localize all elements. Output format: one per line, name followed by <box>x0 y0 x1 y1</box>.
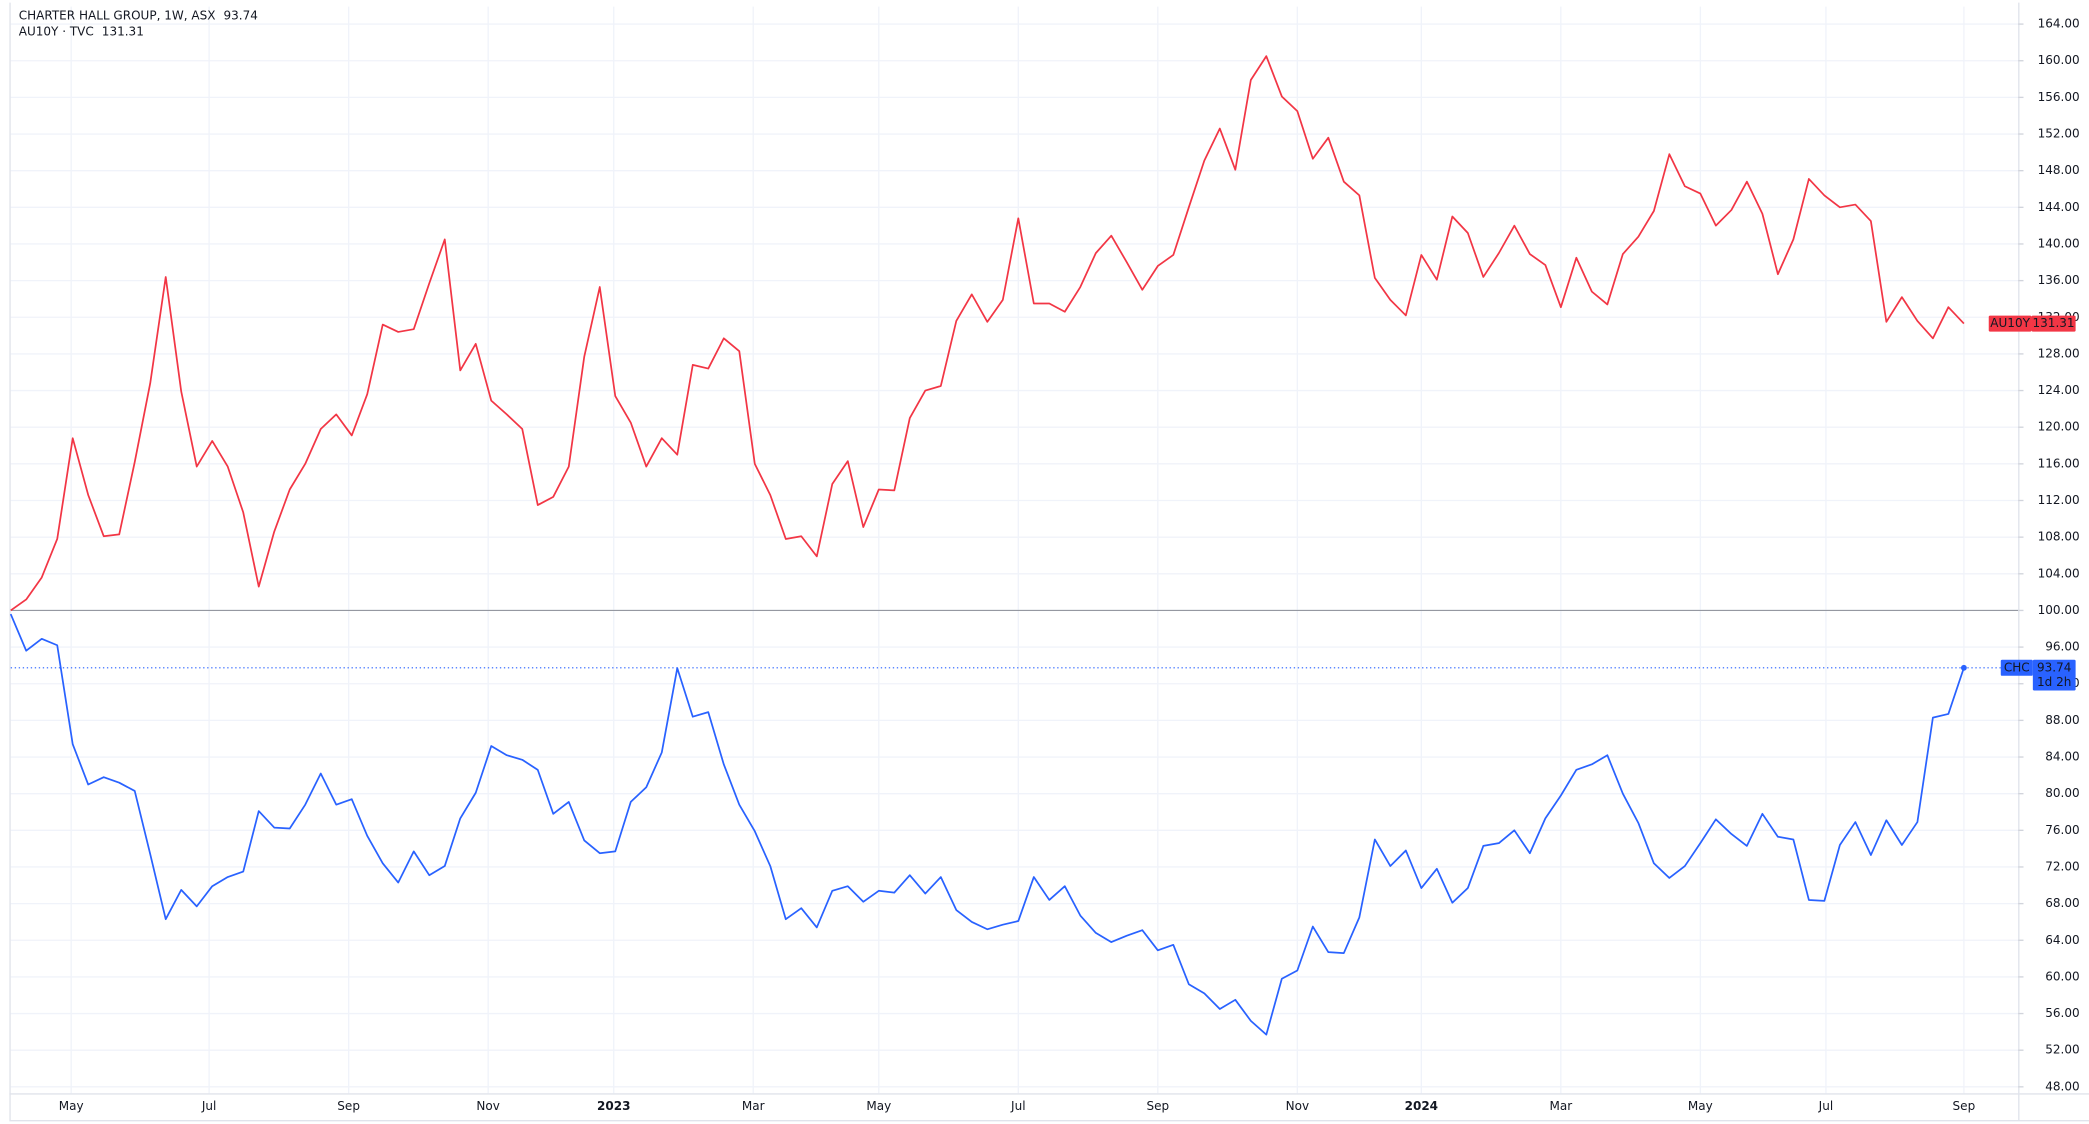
y-tick-label: 88.00 <box>2045 713 2079 727</box>
countdown: 1d 2h <box>2037 675 2071 689</box>
symbol-tag <box>2000 659 2033 676</box>
x-tick-label: Nov <box>476 1099 499 1113</box>
grid <box>10 6 2019 1094</box>
x-tick-label: Sep <box>1953 1099 1976 1113</box>
y-tick-label: 60.00 <box>2045 969 2079 983</box>
series-line <box>9 613 1965 1036</box>
price-tag <box>2032 659 2076 691</box>
legend: CHARTER HALL GROUP, 1W, ASX 93.74 AU10Y · … <box>19 9 258 39</box>
x-tick-label: Sep <box>337 1099 360 1113</box>
series-lines <box>9 55 1965 1036</box>
y-tick-label: 76.00 <box>2045 823 2079 837</box>
legend-value: 93.74 <box>223 9 257 23</box>
x-tick-label: May <box>1688 1099 1713 1113</box>
price-tag-label: 131.31 <box>2033 316 2075 330</box>
y-tick-label: 72.00 <box>2045 859 2079 873</box>
price-tag <box>2031 315 2076 332</box>
y-tick-label: 104.00 <box>2038 566 2080 580</box>
x-tick-label: Sep <box>1146 1099 1169 1113</box>
y-tick-label: 108.00 <box>2038 530 2080 544</box>
y-tick-label: 80.00 <box>2045 786 2079 800</box>
x-tick-label: Jul <box>1818 1099 1834 1113</box>
y-tick-label: 64.00 <box>2045 933 2079 947</box>
y-tick-label: 156.00 <box>2038 90 2080 104</box>
x-tick-label: 2023 <box>597 1099 630 1113</box>
y-tick-label: 148.00 <box>2038 163 2080 177</box>
y-tick-label: 120.00 <box>2038 420 2080 434</box>
y-tick-label: 96.00 <box>2045 640 2079 654</box>
legend-name[interactable]: AU10Y · TVC <box>19 25 94 39</box>
symbol-tag-label: CHC <box>2004 660 2030 674</box>
legend-name[interactable]: CHARTER HALL GROUP, 1W, ASX <box>19 9 216 23</box>
y-tick-label: 112.00 <box>2038 493 2080 507</box>
x-tick-label: Nov <box>1286 1099 1309 1113</box>
y-tick-label: 56.00 <box>2045 1006 2079 1020</box>
y-tick-label: 128.00 <box>2038 346 2080 360</box>
price-tag-label: 93.74 <box>2037 660 2071 674</box>
y-tick-label: 164.00 <box>2038 17 2080 31</box>
x-tick-label: May <box>59 1099 84 1113</box>
x-tick-label: Mar <box>742 1099 765 1113</box>
y-tick-label: 52.00 <box>2045 1043 2079 1057</box>
frame <box>9 2 2089 1122</box>
y-tick-label: 136.00 <box>2038 273 2080 287</box>
x-tick-label: Mar <box>1550 1099 1573 1113</box>
y-tick-label: 100.00 <box>2038 603 2080 617</box>
symbol-tag-label: AU10Y <box>1990 316 2030 330</box>
y-tick-label: 48.00 <box>2045 1079 2079 1093</box>
y-tick-label: 84.00 <box>2045 750 2079 764</box>
y-tick-label: 124.00 <box>2038 383 2080 397</box>
y-tick-label: 160.00 <box>2038 53 2080 67</box>
x-tick-label: May <box>866 1099 891 1113</box>
x-tick-label: Jul <box>1010 1099 1026 1113</box>
legend-value: 131.31 <box>102 25 144 39</box>
y-tick-label: 140.00 <box>2038 236 2080 250</box>
series-line <box>10 55 1965 612</box>
y-tick-label: 68.00 <box>2045 896 2079 910</box>
x-tick-label: Jul <box>201 1099 217 1113</box>
x-tick-label: 2024 <box>1405 1099 1438 1113</box>
last-point <box>1960 664 1967 671</box>
symbol-tag <box>1988 315 2032 332</box>
y-tick-label: 116.00 <box>2038 456 2080 470</box>
y-tick-label: 144.00 <box>2038 200 2080 214</box>
y-tick-label: 152.00 <box>2038 127 2080 141</box>
